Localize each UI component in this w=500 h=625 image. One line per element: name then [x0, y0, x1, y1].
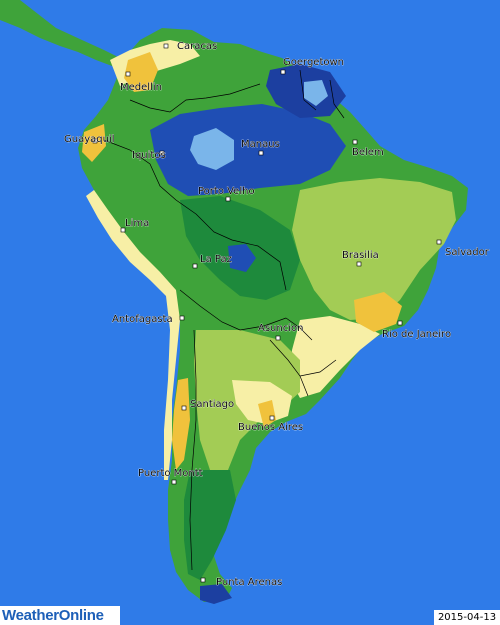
dry-zone-northeast — [292, 178, 456, 320]
city-label-antofagasta: Antofagasta — [112, 314, 173, 325]
city-dot-asuncion — [275, 335, 281, 341]
extreme-wet-amazon — [190, 128, 234, 170]
border-line — [179, 289, 287, 331]
city-labels: Caracas Goergetown Medellin Guayaquil Iq… — [64, 41, 490, 589]
wet-zone-amazon — [150, 104, 346, 196]
wet-zone-bolivia — [228, 244, 256, 272]
border-line — [103, 139, 197, 215]
city-label-porto-velho: Porto Velho — [198, 186, 255, 197]
city-label-medellin: Medellin — [120, 82, 162, 93]
city-dot-punta-arenas — [200, 577, 206, 583]
city-dot-manaus — [258, 150, 264, 156]
city-label-santiago: Santiago — [190, 399, 234, 410]
city-dot-santiago — [181, 405, 187, 411]
city-label-guayaquil: Guayaquil — [64, 134, 115, 145]
country-borders — [103, 69, 345, 571]
weatheronline-logo: WeatherOnline — [0, 606, 120, 625]
city-label-la-paz: La Paz — [200, 254, 232, 265]
city-dot-salvador — [436, 239, 442, 245]
city-label-lima: Lima — [125, 218, 149, 229]
city-label-asuncion: Asuncion — [258, 323, 303, 334]
city-label-salvador: Salvador — [445, 247, 490, 258]
dry-zone-southeast — [290, 316, 380, 398]
city-dot-buenos-aires — [269, 415, 275, 421]
city-dot-brasilia — [356, 261, 362, 267]
city-dot-guayaquil — [92, 138, 98, 144]
border-line — [195, 213, 287, 291]
map-date: 2015-04-13 — [434, 610, 500, 625]
border-line — [129, 83, 261, 113]
dry-zone-pampas — [232, 380, 292, 424]
green-belt-patagonia — [184, 470, 236, 580]
city-dot-georgetown — [280, 69, 286, 75]
city-dot-antofagasta — [179, 315, 185, 321]
very-dry-argentina — [258, 400, 276, 428]
border-line — [299, 359, 337, 377]
border-line — [329, 79, 345, 119]
city-label-caracas: Caracas — [177, 41, 217, 52]
very-dry-chile — [172, 378, 190, 470]
city-label-belem: Belem — [352, 147, 384, 158]
city-label-buenos-aires: Buenos Aires — [238, 422, 303, 433]
city-label-rio-de-janeiro: Rio de Janeiro — [382, 329, 451, 340]
border-line — [285, 317, 313, 341]
border-line — [189, 329, 197, 571]
logo-text: WeatherOnline — [2, 607, 104, 624]
city-markers — [92, 43, 442, 583]
very-dry-brazil-east — [354, 292, 402, 332]
city-dot-puerto-montt — [171, 479, 177, 485]
city-label-brasilia: Brasilia — [342, 250, 379, 261]
city-dot-porto-velho — [225, 196, 231, 202]
city-dot-belem — [352, 139, 358, 145]
very-dry-colombia — [124, 52, 158, 92]
city-dot-la-paz — [192, 263, 198, 269]
central-america-land — [0, 0, 120, 66]
city-dot-medellin — [125, 71, 131, 77]
city-label-puerto-montt: Puerto Montt — [138, 468, 203, 479]
border-line — [299, 69, 317, 111]
city-label-georgetown: Goergetown — [283, 57, 344, 68]
city-dot-rio-de-janeiro — [397, 320, 403, 326]
city-dot-caracas — [163, 43, 169, 49]
city-label-punta-arenas: Punta Arenas — [216, 577, 282, 588]
wet-zone-tierra-del-fuego — [200, 584, 232, 604]
city-label-iquitos: Iquitos — [132, 150, 166, 161]
city-label-manaus: Manaus — [241, 139, 280, 150]
dry-zone-west-coast — [86, 190, 180, 480]
border-line — [269, 339, 309, 397]
extreme-wet-guiana — [304, 80, 328, 106]
city-dot-iquitos — [159, 150, 165, 156]
city-dot-lima — [120, 227, 126, 233]
